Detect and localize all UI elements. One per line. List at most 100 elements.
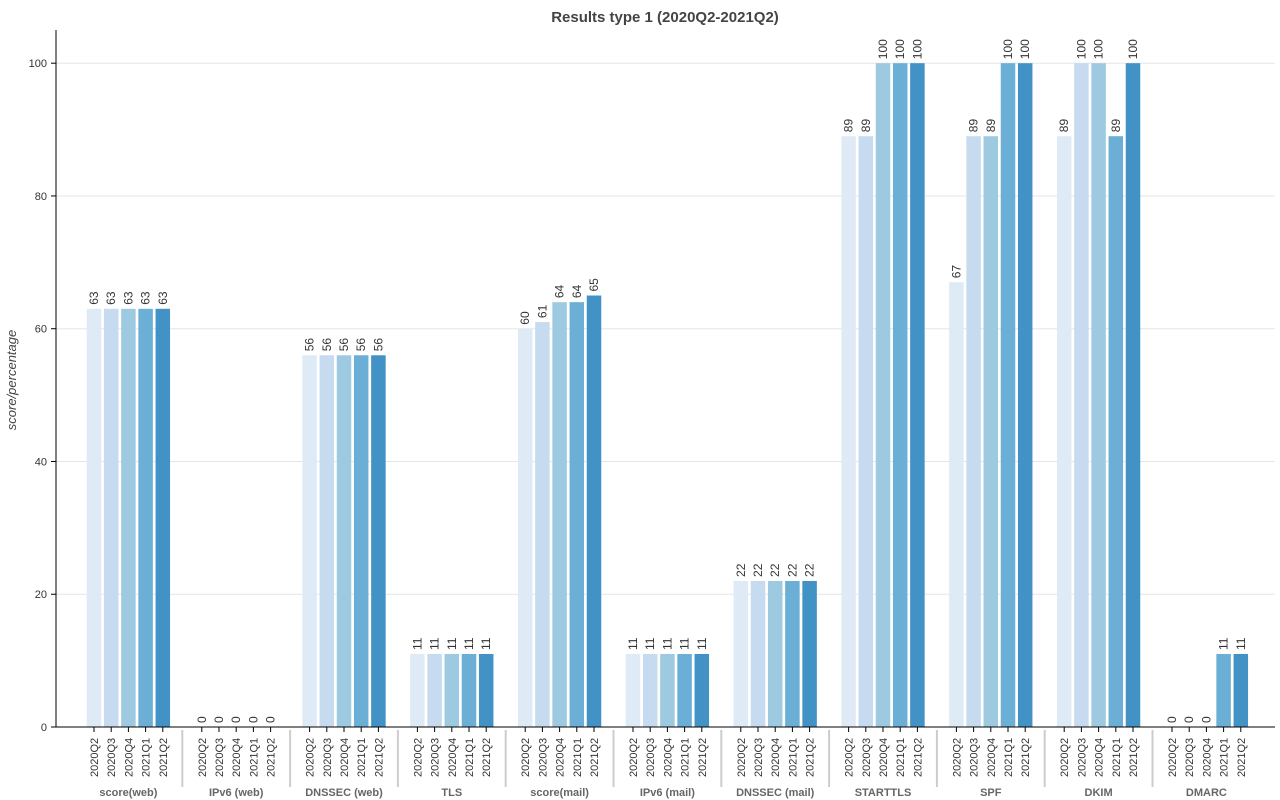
data-label: 22 [803, 563, 817, 577]
data-label: 22 [734, 563, 748, 577]
x-tick-label: 2020Q3 [969, 738, 981, 777]
axes: 0 20 40 60 80 100 2020Q2 2020Q3 2020Q4 2021Q1 2021… [29, 30, 1275, 799]
bar [1125, 63, 1141, 727]
data-label: 11 [1234, 637, 1248, 650]
x-tick-label: 2021Q1 [248, 738, 260, 777]
data-label: 63 [87, 291, 101, 305]
data-label: 0 [1199, 716, 1213, 723]
bar [444, 653, 460, 727]
bar [1056, 136, 1072, 727]
x-tick-label: 2020Q2 [305, 738, 317, 777]
bar [319, 355, 335, 727]
data-label: 11 [428, 637, 442, 650]
bar [660, 653, 675, 727]
x-tick-label: 2021Q1 [464, 738, 476, 777]
x-tick-label: 2021Q2 [697, 738, 709, 777]
y-tick-label: 80 [35, 191, 47, 203]
x-tick-label: 2020Q3 [322, 738, 334, 777]
group-label: IPv6 (mail) [640, 787, 695, 799]
x-tick-label: 2020Q3 [214, 738, 226, 777]
bar [569, 302, 585, 727]
x-tick-label: 2021Q1 [1003, 738, 1015, 777]
bar [552, 302, 567, 727]
data-label: 89 [1109, 119, 1123, 133]
bar [625, 653, 641, 727]
group-label: score(mail) [530, 787, 589, 799]
data-label: 61 [535, 304, 549, 318]
x-tick-label: 2021Q1 [680, 738, 692, 777]
bar [138, 308, 153, 727]
data-label: 64 [570, 284, 584, 298]
x-tick-label: 2020Q4 [123, 738, 135, 777]
x-tick-label: 2020Q2 [844, 738, 856, 777]
x-tick-label: 2021Q2 [1020, 738, 1032, 777]
data-label: 0 [195, 716, 209, 723]
x-tick-label: 2021Q2 [805, 738, 817, 777]
x-tick-label: 2021Q2 [373, 738, 385, 777]
group-label: DKIM [1085, 787, 1113, 799]
data-label: 100 [1018, 39, 1032, 59]
chart-title: Results type 1 (2020Q2-2021Q2) [551, 9, 779, 26]
group-label: SPF [980, 787, 1002, 799]
data-label: 11 [462, 637, 476, 650]
bar [371, 355, 386, 727]
data-label: 100 [876, 39, 890, 59]
bar [103, 308, 119, 727]
bar [892, 63, 908, 727]
data-label: 89 [859, 119, 873, 133]
data-label: 0 [264, 716, 278, 723]
data-label: 11 [445, 637, 459, 650]
data-label: 11 [695, 637, 709, 650]
group-label: score(web) [99, 787, 157, 799]
x-tick-label: 2020Q4 [447, 738, 459, 777]
data-label: 22 [785, 563, 799, 577]
group-label: DMARC [1186, 787, 1227, 799]
x-tick-label: 2020Q3 [1076, 738, 1088, 777]
data-label: 63 [139, 291, 153, 305]
x-tick-label: 2020Q2 [520, 738, 532, 777]
bar [767, 580, 783, 727]
x-tick-label: 2021Q1 [1219, 738, 1231, 777]
group-label: IPv6 (web) [209, 787, 264, 799]
x-tick-label: 2020Q4 [770, 738, 782, 777]
bar [1108, 136, 1124, 727]
group-label: DNSSEC (web) [305, 787, 383, 799]
data-label: 0 [1165, 716, 1179, 723]
x-tick-label: 2020Q4 [986, 738, 998, 777]
bar [1074, 63, 1089, 727]
bar [841, 136, 856, 727]
x-tick-label: 2020Q3 [861, 738, 873, 777]
x-tick-label: 2021Q2 [589, 738, 601, 777]
bar [410, 653, 425, 727]
group-label: DNSSEC (mail) [736, 787, 815, 799]
x-tick-label: 2020Q4 [555, 738, 567, 777]
data-label: 11 [479, 637, 493, 650]
data-label: 100 [1074, 39, 1088, 59]
bar [86, 308, 102, 727]
data-label: 64 [553, 284, 567, 298]
data-label: 56 [371, 338, 385, 352]
bars [86, 63, 1249, 727]
data-label: 11 [410, 637, 424, 650]
x-tick-label: 2020Q4 [339, 738, 351, 777]
data-label: 100 [1126, 39, 1140, 59]
bar [155, 308, 171, 727]
x-tick-label: 2020Q2 [736, 738, 748, 777]
bar [983, 136, 999, 727]
group-label: STARTTLS [855, 787, 912, 799]
bar [858, 136, 874, 727]
data-label: 60 [518, 311, 532, 325]
bar [966, 136, 981, 727]
data-label: 11 [643, 637, 657, 650]
x-tick-label: 2020Q2 [628, 738, 640, 777]
data-label: 100 [1001, 39, 1015, 59]
bar [461, 653, 477, 727]
data-label: 56 [303, 338, 317, 352]
y-tick-label: 20 [35, 589, 47, 601]
bar [1017, 63, 1033, 727]
bar [785, 580, 800, 727]
data-label: 56 [337, 338, 351, 352]
x-tick-label: 2020Q4 [878, 738, 890, 777]
